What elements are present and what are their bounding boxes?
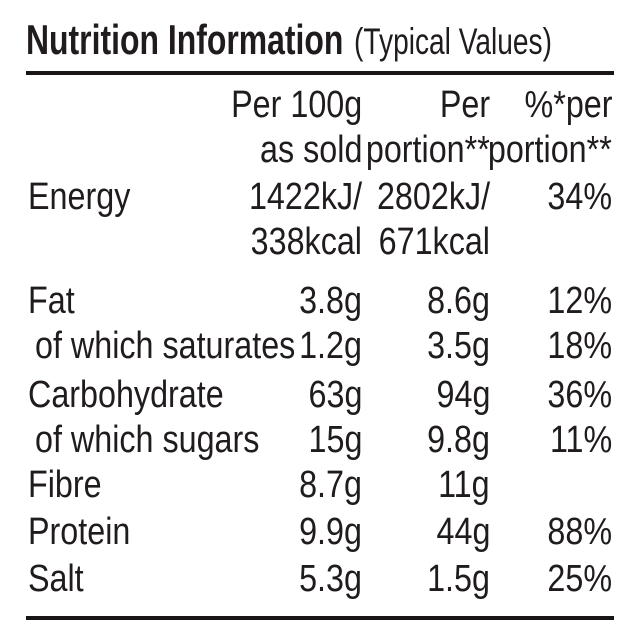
table-row-saturates: of which saturates 1.2g 3.5g 18% [26, 324, 614, 369]
value-per100g-kcal: 338kcal [250, 221, 362, 263]
row-label: Carbohydrate [28, 374, 224, 416]
value-per100g: 8.7g [299, 464, 362, 506]
value-per-portion: 9.8g [427, 419, 490, 461]
value-percent: 25% [547, 558, 612, 600]
table-row-fat: Fat 3.8g 8.6g 12% [26, 279, 614, 324]
value-per100g: 5.3g [299, 558, 362, 600]
bottom-rule [26, 616, 614, 620]
header-row-line1: Per 100g Per %*per [26, 83, 614, 128]
col-header-percent: %*per [524, 84, 612, 126]
value-per100g: 3.8g [299, 280, 362, 322]
row-label: Protein [28, 511, 131, 553]
col-header-per100g: Per 100g [230, 84, 362, 126]
row-label: Salt [28, 558, 84, 600]
value-per-portion: 8.6g [427, 280, 490, 322]
table-row-energy-line2: 338kcal 671kcal [26, 220, 614, 265]
title-main: Nutrition Information [26, 16, 344, 63]
value-per-portion: 2802kJ/ [376, 176, 490, 218]
page-title: Nutrition Information (Typical Values) [26, 14, 552, 66]
value-per-portion: 3.5g [427, 325, 490, 367]
row-label: Energy [28, 176, 131, 218]
value-per-portion: 11g [438, 464, 490, 506]
value-per100g: 1.2g [299, 325, 362, 367]
value-per100g: 9.9g [299, 511, 362, 553]
value-per-portion: 44g [436, 511, 490, 553]
col-header-per100g-line2: as sold [259, 129, 362, 171]
table-row-sugars: of which sugars 15g 9.8g 11% [26, 418, 614, 463]
table-row-energy: Energy 1422kJ/ 2802kJ/ 34% [26, 175, 614, 220]
title-subtitle: (Typical Values) [354, 21, 552, 62]
value-per100g: 63g [308, 374, 362, 416]
table-row-carbohydrate: Carbohydrate 63g 94g 36% [26, 373, 614, 418]
value-per-portion-kcal: 671kcal [378, 221, 490, 263]
value-percent: 12% [547, 280, 612, 322]
nutrition-table: Per 100g Per %*per as sold portion** por… [26, 83, 614, 602]
value-percent: 34% [547, 176, 612, 218]
value-percent: 36% [547, 374, 612, 416]
value-per100g: 15g [308, 419, 362, 461]
row-label: of which saturates [35, 325, 296, 367]
value-per100g: 1422kJ/ [248, 176, 362, 218]
col-header-portion-line2: portion** [366, 129, 490, 171]
value-percent: 88% [547, 511, 612, 553]
value-per-portion: 1.5g [427, 558, 490, 600]
top-rule [26, 71, 614, 75]
header-row-line2: as sold portion** portion** [26, 128, 614, 173]
value-percent: 11% [549, 419, 612, 461]
row-label: Fat [28, 280, 75, 322]
value-percent: 18% [547, 325, 612, 367]
row-label: of which sugars [35, 419, 260, 461]
table-row-fibre: Fibre 8.7g 11g [26, 463, 614, 508]
table-row-salt: Salt 5.3g 1.5g 25% [26, 557, 614, 602]
value-per-portion: 94g [436, 374, 490, 416]
table-row-protein: Protein 9.9g 44g 88% [26, 510, 614, 555]
row-label: Fibre [28, 464, 102, 506]
col-header-percent-line2: portion** [488, 129, 612, 171]
col-header-portion: Per [439, 84, 490, 126]
